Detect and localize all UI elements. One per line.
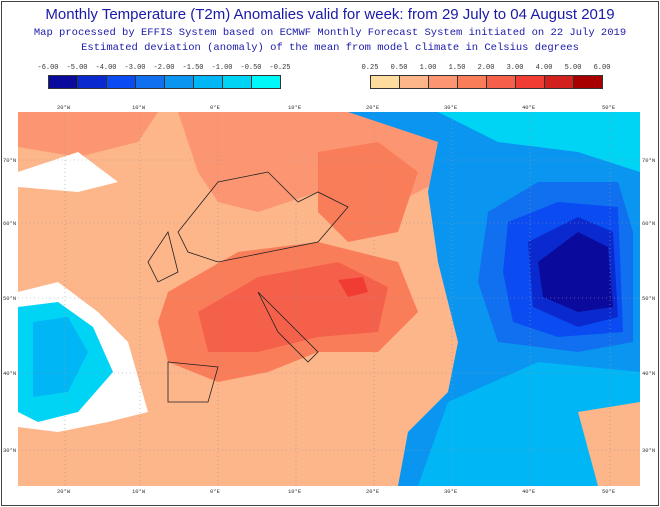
legend-label: -1.00 xyxy=(211,64,233,72)
legend-label: -2.00 xyxy=(153,64,175,72)
legend-swatch xyxy=(193,75,223,89)
longitude-label: 10°E xyxy=(288,104,302,111)
latitude-label: 60°N xyxy=(3,220,17,227)
map-subtitle-description: Estimated deviation (anomaly) of the mea… xyxy=(81,42,579,54)
legend-label: 0.25 xyxy=(361,64,379,72)
legend-swatch xyxy=(457,75,487,89)
legend-label: 1.50 xyxy=(448,64,466,72)
legend-label: 4.00 xyxy=(535,64,553,72)
legend-swatch xyxy=(486,75,516,89)
longitude-label: 20°W xyxy=(57,488,71,495)
anomaly-map xyxy=(18,112,640,486)
longitude-label: 10°W xyxy=(132,104,146,111)
map-subtitle-processing: Map processed by EFFIS System based on E… xyxy=(33,27,627,39)
longitude-label: 20°E xyxy=(366,488,380,495)
legend-label: 6.00 xyxy=(593,64,611,72)
legend-label: 0.50 xyxy=(390,64,408,72)
latitude-label: 60°N xyxy=(642,220,656,227)
longitude-label: 0°E xyxy=(210,488,220,495)
latitude-label: 30°N xyxy=(642,447,656,454)
latitude-label: 50°N xyxy=(3,295,17,302)
legend-label: 5.00 xyxy=(564,64,582,72)
longitude-label: 20°W xyxy=(57,104,71,111)
legend-label: 3.00 xyxy=(506,64,524,72)
legend-positive: 0.25 0.50 1.00 1.50 2.00 3.00 4.00 5.00 6.00 xyxy=(362,64,610,89)
latitude-label: 70°N xyxy=(3,157,17,164)
coastlines xyxy=(147,171,349,403)
legend-label: -0.50 xyxy=(240,64,262,72)
legend-swatch xyxy=(251,75,281,89)
legend-label: 2.00 xyxy=(477,64,495,72)
legend-swatch xyxy=(164,75,194,89)
legend-label: -5.00 xyxy=(66,64,88,72)
anomaly-region xyxy=(18,112,158,157)
legend-label: -3.00 xyxy=(124,64,146,72)
longitude-label: 40°E xyxy=(522,488,536,495)
longitude-label: 0°E xyxy=(210,104,220,111)
longitude-label: 40°E xyxy=(522,104,536,111)
latitude-label: 50°N xyxy=(642,295,656,302)
legend-swatch xyxy=(48,75,78,89)
latitude-label: 40°N xyxy=(642,370,656,377)
legend-swatch xyxy=(370,75,400,89)
longitude-label: 20°E xyxy=(366,104,380,111)
legend-swatch xyxy=(135,75,165,89)
latitude-label: 70°N xyxy=(642,157,656,164)
latitude-label: 40°N xyxy=(3,370,17,377)
latitude-label: 30°N xyxy=(3,447,17,454)
longitude-label: 50°E xyxy=(602,104,616,111)
longitude-label: 10°E xyxy=(288,488,302,495)
legend-negative: -6.00 -5.00 -4.00 -3.00 -2.00 -1.50 -1.00 -0.50… xyxy=(37,64,291,89)
legend-swatch xyxy=(399,75,429,89)
no-anomaly-region xyxy=(18,152,118,192)
legend-swatch xyxy=(544,75,574,89)
legend-swatch xyxy=(77,75,107,89)
longitude-label: 50°E xyxy=(602,488,616,495)
longitude-label: 30°E xyxy=(444,488,458,495)
longitude-label: 10°W xyxy=(132,488,146,495)
longitude-label: 30°E xyxy=(444,104,458,111)
legend-swatch xyxy=(222,75,252,89)
legend-label: -0.25 xyxy=(269,64,291,72)
legend-swatch xyxy=(573,75,603,89)
legend-label: 1.00 xyxy=(419,64,437,72)
legend-label: -4.00 xyxy=(95,64,117,72)
legend-swatch xyxy=(106,75,136,89)
legend-swatch xyxy=(515,75,545,89)
legend-swatch xyxy=(428,75,458,89)
map-title: Monthly Temperature (T2m) Anomalies vali… xyxy=(45,6,615,23)
legend-label: -6.00 xyxy=(37,64,59,72)
legend-label: -1.50 xyxy=(182,64,204,72)
